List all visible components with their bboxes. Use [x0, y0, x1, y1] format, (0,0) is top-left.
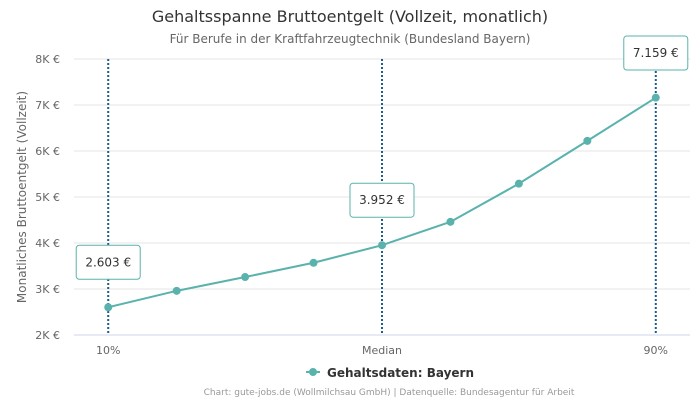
chart-credits[interactable]: Chart: gute-jobs.de (Wollmilchsau GmbH) … [204, 388, 575, 398]
data-point[interactable] [514, 179, 523, 188]
y-axis-ticks: 2K € 3K € 4K € 5K € 6K € 7K € 8K € [35, 53, 60, 342]
value-labels: 2.603 € 3.952 € 7.159 € [75, 35, 689, 280]
data-point[interactable] [446, 217, 455, 226]
y-tick-label: 2K € [35, 329, 60, 342]
legend[interactable]: Gehaltsdaten: Bayern [306, 366, 474, 380]
value-label: 3.952 € [359, 193, 405, 207]
data-point[interactable] [172, 286, 181, 295]
y-axis-label: Monatliches Bruttoentgelt (Vollzeit) [15, 91, 29, 303]
chart-subtitle: Für Berufe in der Kraftfahrzeugtechnik (… [170, 32, 531, 46]
y-tick-label: 6K € [35, 145, 60, 158]
y-tick-label: 4K € [35, 237, 60, 250]
value-label: 2.603 € [85, 255, 131, 269]
series-group [104, 93, 660, 312]
value-label-box [623, 35, 689, 71]
data-point[interactable] [309, 258, 318, 267]
x-axis-ticks: 10% Median 90% [96, 344, 668, 357]
legend-dot-icon [309, 368, 317, 376]
value-label-box [75, 244, 141, 280]
legend-item-label[interactable]: Gehaltsdaten: Bayern [327, 366, 474, 380]
y-tick-label: 3K € [35, 283, 60, 296]
data-point[interactable] [651, 93, 660, 102]
chart-title: Gehaltsspanne Bruttoentgelt (Vollzeit, m… [152, 7, 548, 26]
data-point[interactable] [241, 273, 250, 282]
x-tick-label: Median [362, 344, 402, 357]
data-point[interactable] [583, 136, 592, 145]
value-label-box [349, 182, 415, 218]
data-point[interactable] [104, 303, 113, 312]
y-tick-label: 7K € [35, 99, 60, 112]
x-tick-label: 10% [96, 344, 120, 357]
x-tick-label: 90% [644, 344, 668, 357]
y-tick-label: 8K € [35, 53, 60, 66]
y-tick-label: 5K € [35, 191, 60, 204]
value-label: 7.159 € [633, 46, 679, 60]
data-point[interactable] [378, 241, 386, 250]
